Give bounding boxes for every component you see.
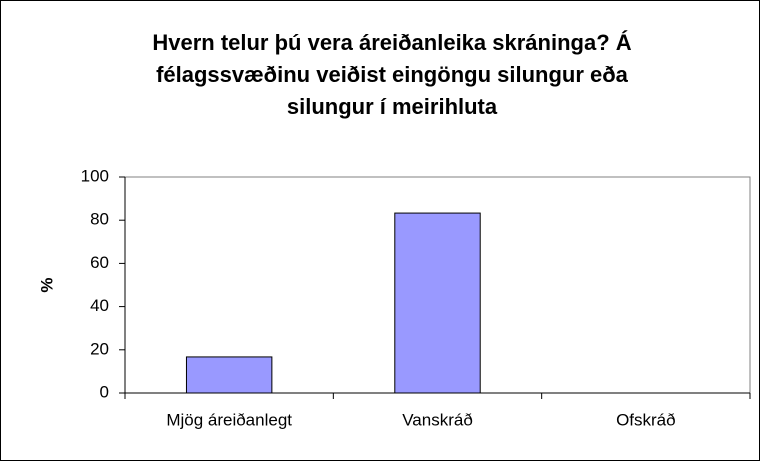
chart-title: silungur í meirihluta [287,94,498,119]
bar [185,356,273,394]
x-tick-label: Mjög áreiðanlegt [166,410,292,429]
bar [394,212,481,394]
x-tick-label: Vanskráð [402,410,473,429]
x-tick-label: Ofskráð [616,410,676,429]
y-tick-label: 0 [100,382,109,401]
y-tick-label: 60 [90,253,109,272]
y-tick-label: 100 [81,166,109,185]
chart-title: Hvern telur þú vera áreiðanleika skránin… [152,30,631,55]
chart-title: félagssvæðinu veiðist eingöngu silungur … [156,62,629,87]
y-tick-label: 80 [90,210,109,229]
y-tick-label: 20 [90,339,109,358]
y-axis-label: % [37,277,56,292]
y-tick-label: 40 [90,296,109,315]
